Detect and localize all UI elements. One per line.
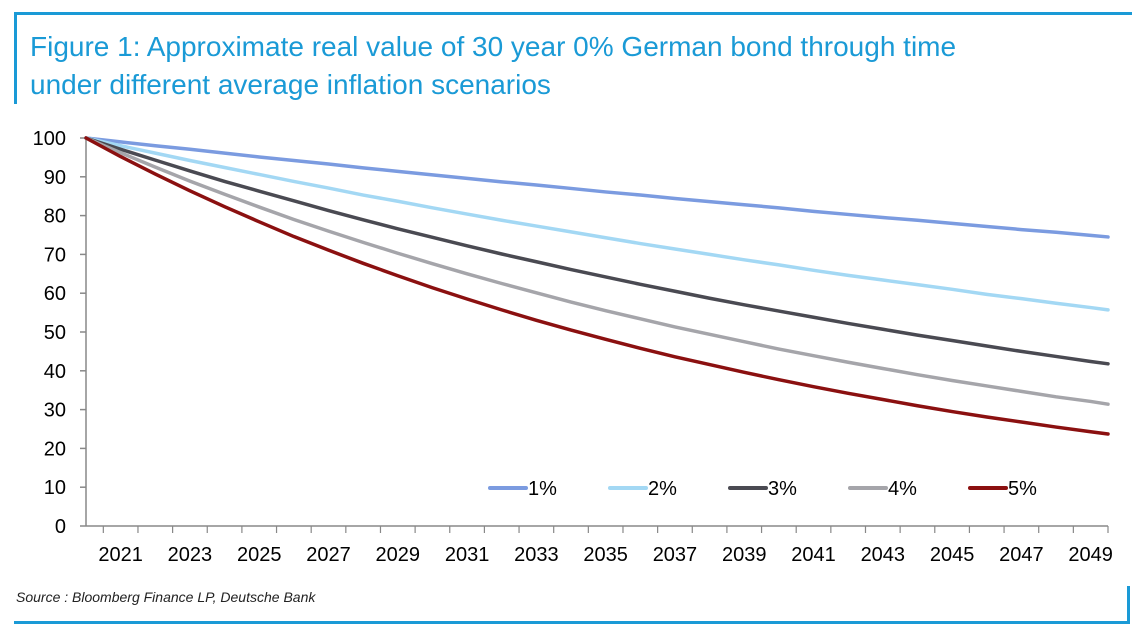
x-tick-label: 2037 — [653, 544, 698, 566]
x-tick-label: 2043 — [861, 544, 906, 566]
series-line-3 — [84, 136, 1110, 366]
left-rule — [14, 12, 17, 104]
x-axis: 2021 2023 2025 2027 2029 2031 2033 2035 2037 2039… — [86, 525, 1113, 566]
legend-label-2: 2% — [648, 478, 677, 500]
bottom-rule — [14, 621, 1130, 624]
x-tick-label: 2027 — [306, 544, 351, 566]
x-tick-label: 2045 — [930, 544, 975, 566]
y-tick-label: 80 — [44, 206, 66, 228]
x-tick-label: 2035 — [583, 544, 628, 566]
y-tick-label: 10 — [44, 477, 66, 499]
series-group — [84, 136, 1110, 436]
y-tick-label: 0 — [55, 516, 66, 538]
legend-label-5: 5% — [1008, 478, 1037, 500]
chart-title-line2: under different average inflation scenar… — [30, 69, 551, 100]
x-tick-label: 2039 — [722, 544, 767, 566]
top-rule — [14, 12, 1132, 15]
x-tick-label: 2033 — [514, 544, 559, 566]
y-tick-label: 100 — [33, 128, 66, 150]
x-tick-label: 2025 — [237, 544, 282, 566]
series-line-2 — [84, 136, 1110, 312]
right-rule — [1127, 586, 1130, 624]
x-tick-label: 2021 — [98, 544, 143, 566]
chart-title: Figure 1: Approximate real value of 30 y… — [30, 28, 1120, 104]
x-tick-label: 2049 — [1068, 544, 1113, 566]
legend-label-3: 3% — [768, 478, 797, 500]
series-line-4 — [84, 136, 1110, 406]
legend-label-1: 1% — [528, 478, 557, 500]
x-tick-label: 2023 — [168, 544, 213, 566]
series-line-5 — [84, 136, 1110, 436]
chart-title-line1: Figure 1: Approximate real value of 30 y… — [30, 31, 957, 62]
y-tick-label: 70 — [44, 244, 66, 266]
x-tick-label: 2041 — [791, 544, 836, 566]
series-line-1 — [84, 136, 1110, 239]
x-tick-label: 2047 — [999, 544, 1044, 566]
y-tick-label: 60 — [44, 283, 66, 305]
legend: 1% 2% 3% 4% 5% — [488, 478, 1037, 500]
y-tick-label: 50 — [44, 322, 66, 344]
y-tick-label: 20 — [44, 438, 66, 460]
x-tick-label: 2031 — [445, 544, 490, 566]
y-tick-label: 90 — [44, 167, 66, 189]
y-axis: 0 10 20 30 40 50 60 70 80 90 100 — [33, 128, 87, 538]
y-tick-label: 40 — [44, 361, 66, 383]
y-tick-label: 30 — [44, 400, 66, 422]
source-note: Source : Bloomberg Finance LP, Deutsche … — [16, 589, 316, 605]
legend-label-4: 4% — [888, 478, 917, 500]
x-tick-label: 2029 — [376, 544, 421, 566]
